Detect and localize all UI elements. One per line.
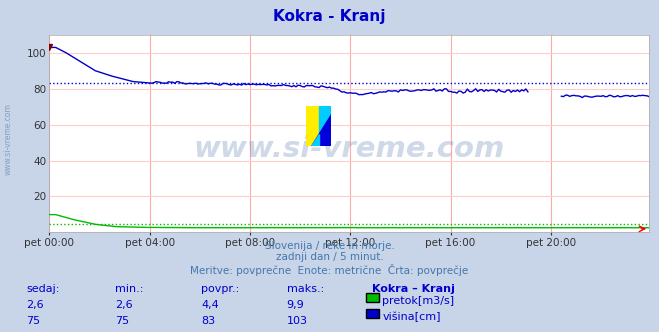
Text: povpr.:: povpr.: <box>201 284 239 294</box>
Bar <box>306 106 319 146</box>
Text: 2,6: 2,6 <box>26 300 44 310</box>
Text: 2,6: 2,6 <box>115 300 133 310</box>
Text: 103: 103 <box>287 316 308 326</box>
Text: 83: 83 <box>201 316 215 326</box>
Text: min.:: min.: <box>115 284 144 294</box>
Text: Slovenija / reke in morje.: Slovenija / reke in morje. <box>264 241 395 251</box>
Polygon shape <box>312 134 319 146</box>
Text: Kokra – Kranj: Kokra – Kranj <box>372 284 455 294</box>
Text: pretok[m3/s]: pretok[m3/s] <box>382 296 454 306</box>
Polygon shape <box>312 114 331 146</box>
Text: 75: 75 <box>26 316 40 326</box>
Text: www.si-vreme.com: www.si-vreme.com <box>3 104 13 175</box>
Text: zadnji dan / 5 minut.: zadnji dan / 5 minut. <box>275 252 384 262</box>
Text: Meritve: povprečne  Enote: metrične  Črta: povprečje: Meritve: povprečne Enote: metrične Črta:… <box>190 264 469 276</box>
Text: www.si-vreme.com: www.si-vreme.com <box>194 135 505 163</box>
Text: sedaj:: sedaj: <box>26 284 60 294</box>
Text: 4,4: 4,4 <box>201 300 219 310</box>
Text: višina[cm]: višina[cm] <box>382 312 441 322</box>
Text: 75: 75 <box>115 316 129 326</box>
Text: Kokra - Kranj: Kokra - Kranj <box>273 9 386 24</box>
Text: 9,9: 9,9 <box>287 300 304 310</box>
Bar <box>319 106 331 146</box>
Text: maks.:: maks.: <box>287 284 324 294</box>
